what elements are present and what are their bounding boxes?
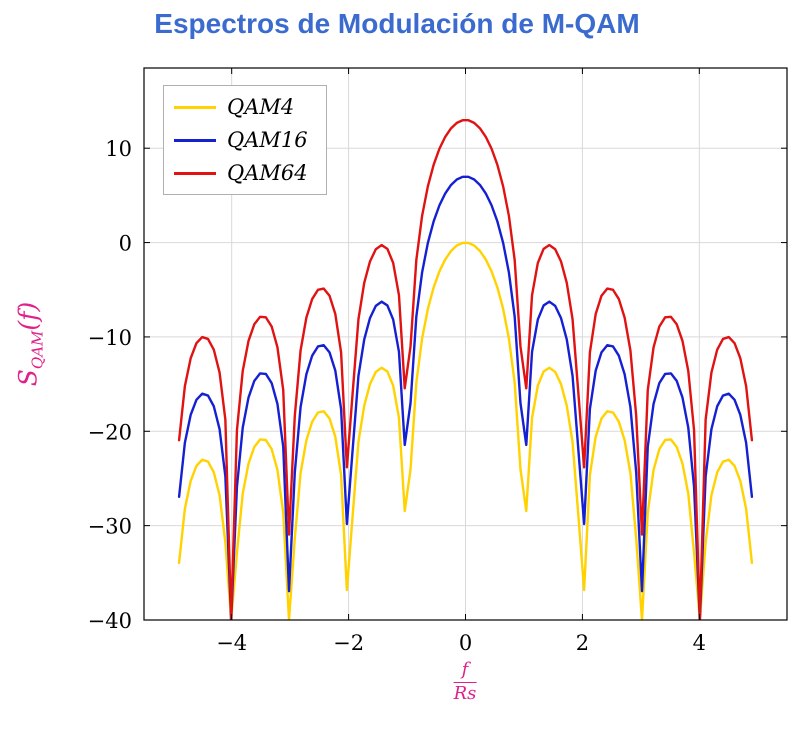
y-tick-label: 10 [105, 137, 132, 161]
ylabel-suffix: (f) [13, 301, 43, 331]
qam64-line-swatch [174, 171, 216, 175]
ylabel-subscript: QAM [28, 330, 47, 370]
x-tick-label: 2 [576, 631, 589, 655]
legend-label-qam4: QAM4 [227, 95, 295, 119]
legend-entry-qam64: QAM64 [174, 161, 308, 185]
series-group [177, 119, 754, 620]
x-tick-label: −2 [333, 631, 364, 655]
ylabel-base: S [13, 369, 43, 387]
x-axis-label: f Rs [453, 659, 477, 704]
series-line-qam64 [177, 119, 754, 620]
y-tick-label: −20 [88, 420, 132, 444]
series-line-qam4 [177, 241, 754, 620]
series-line-qam16 [177, 175, 754, 620]
qam16-line-swatch [174, 138, 216, 142]
chart-title: Espectros de Modulación de M-QAM [154, 8, 640, 39]
xlabel-denominator: Rs [453, 682, 477, 704]
y-tick-label: 0 [119, 232, 132, 256]
y-axis-label: SQAM(f) [14, 302, 47, 386]
y-tick-label: −30 [88, 515, 132, 539]
y-tick-label: −40 [88, 609, 132, 633]
legend-entry-qam16: QAM16 [174, 128, 308, 152]
qam4-line-swatch [174, 105, 216, 109]
legend: QAM4 QAM16 QAM64 [163, 85, 327, 195]
x-tick-label: −4 [216, 631, 247, 655]
x-tick-label: 4 [693, 631, 706, 655]
y-tick-label: −10 [88, 326, 132, 350]
legend-entry-qam4: QAM4 [174, 95, 308, 119]
legend-label-qam64: QAM64 [227, 161, 308, 185]
xlabel-numerator: f [453, 659, 477, 683]
x-tick-label: 0 [459, 631, 472, 655]
legend-label-qam16: QAM16 [227, 128, 308, 152]
